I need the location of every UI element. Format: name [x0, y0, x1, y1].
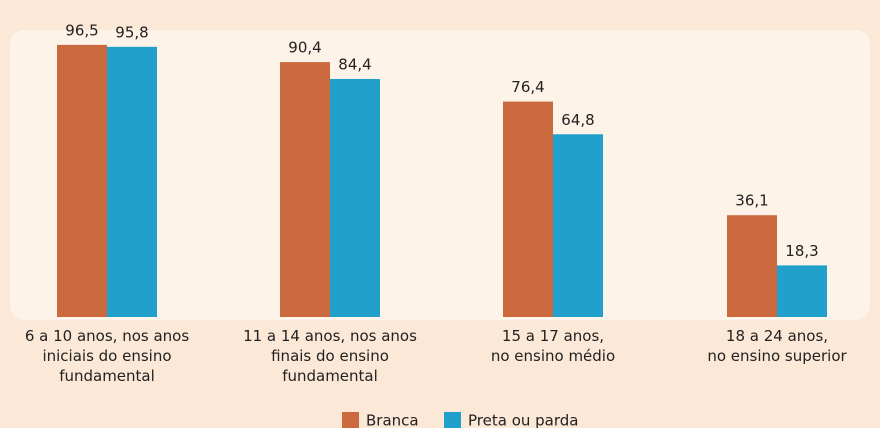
legend-swatch	[342, 412, 359, 428]
value-label: 64,8	[561, 111, 594, 129]
x-tick-label: 6 a 10 anos, nos anos iniciais do ensino…	[24, 327, 190, 385]
plot-panel	[10, 30, 870, 320]
value-label: 36,1	[735, 192, 768, 210]
bar	[553, 134, 603, 317]
legend-swatch	[444, 412, 461, 428]
bar	[777, 265, 827, 317]
bar	[727, 215, 777, 317]
bar	[57, 44, 107, 318]
bar	[503, 101, 553, 317]
value-label: 96,5	[65, 21, 98, 39]
value-label: 90,4	[288, 39, 321, 57]
x-tick-label: 18 a 24 anos, no ensino superior	[707, 327, 847, 365]
value-label: 84,4	[338, 55, 371, 73]
legend-label: Preta ou parda	[468, 412, 578, 428]
bar	[280, 62, 330, 318]
x-tick-label: 11 a 14 anos, nos anos finais do ensino …	[243, 327, 417, 385]
x-tick-label: 15 a 17 anos, no ensino médio	[490, 327, 616, 365]
value-label: 95,8	[115, 23, 148, 41]
value-label: 76,4	[511, 78, 544, 96]
bar	[330, 78, 380, 317]
bar	[107, 46, 157, 318]
legend-label: Branca	[366, 412, 419, 428]
value-label: 18,3	[785, 242, 818, 260]
